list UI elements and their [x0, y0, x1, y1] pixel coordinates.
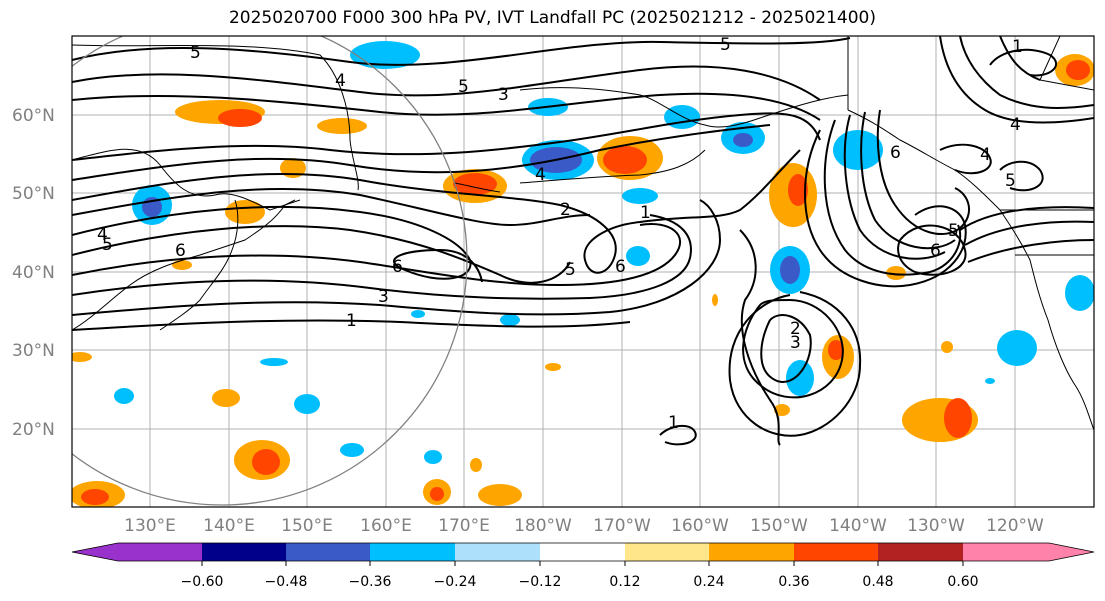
contour-label: 5 — [458, 77, 469, 97]
colorbar-low-extension — [72, 543, 118, 561]
contour-label: 5 — [102, 235, 113, 255]
colorbar-segment — [118, 543, 202, 561]
lon-label: 180°W — [514, 516, 572, 536]
colorbar-segment — [455, 543, 540, 561]
contour-label: 6 — [175, 241, 186, 261]
colorbar-tick-label: 0.24 — [693, 574, 724, 590]
contour-label: 6 — [392, 257, 403, 277]
lon-label: 150°E — [281, 516, 333, 536]
contour-label: 6 — [615, 257, 626, 277]
contour-lines — [72, 36, 1094, 446]
contour-label: 6 — [930, 241, 941, 261]
colorbar-tick-label: −0.24 — [434, 574, 477, 590]
longitude-labels: 130°E 140°E 150°E 160°E 170°E 180°W 170°… — [124, 516, 1044, 536]
latitude-labels: 60°N 50°N 40°N 30°N 20°N — [12, 106, 55, 440]
colorbar-tick-label: −0.12 — [519, 574, 562, 590]
colorbar: −0.60 −0.48 −0.36 −0.24 −0.12 0.12 0.24 … — [71, 542, 1095, 590]
contour-label: 4 — [1010, 115, 1021, 135]
lon-label: 170°E — [438, 516, 490, 536]
colorbar-segment — [794, 543, 878, 561]
contour-label: 5 — [1005, 171, 1016, 191]
contour-labels: 5 4 5 3 5 4 2 1 4 3 6 2 1 6 5 6 5 4 5 6 … — [97, 35, 1023, 433]
colorbar-tick-label: −0.36 — [349, 574, 392, 590]
colorbar-tick-label: 0.36 — [778, 574, 809, 590]
contour-label: 1 — [346, 311, 357, 331]
colorbar-segment — [540, 543, 625, 561]
colorbar-segment — [286, 543, 370, 561]
contour-label: 3 — [378, 287, 389, 307]
lat-label: 20°N — [12, 420, 55, 440]
lon-label: 160°W — [671, 516, 729, 536]
colorbar-segment — [878, 543, 963, 561]
lon-label: 140°W — [829, 516, 887, 536]
contour-label: 4 — [97, 225, 108, 245]
lon-label: 130°W — [907, 516, 965, 536]
contour-label: 5 — [720, 35, 731, 55]
colorbar-tick-label: 0.12 — [609, 574, 640, 590]
contour-label: 1 — [640, 203, 651, 223]
colorbar-tick-label: 0.60 — [947, 574, 978, 590]
contour-label: 6 — [890, 143, 901, 163]
colorbar-tick-label: −0.48 — [265, 574, 308, 590]
contour-label: 5 — [190, 43, 201, 63]
contour-label: 4 — [980, 145, 991, 165]
plot-frame — [71, 35, 1095, 508]
lon-label: 170°W — [593, 516, 651, 536]
lat-label: 40°N — [12, 263, 55, 283]
colorbar-segment — [202, 543, 286, 561]
contour-label: 3 — [498, 85, 509, 105]
lat-label: 50°N — [12, 184, 55, 204]
contour-label: 3 — [790, 333, 801, 353]
lat-label: 30°N — [12, 341, 55, 361]
lon-label: 140°E — [203, 516, 255, 536]
contour-label: 5 — [948, 221, 959, 241]
map-title: 2025020700 F000 300 hPa PV, IVT Landfall… — [228, 8, 876, 28]
contour-label: 4 — [335, 71, 346, 91]
contour-label: 1 — [1012, 37, 1023, 57]
colorbar-high-extension — [1049, 543, 1094, 561]
contour-label: 2 — [560, 200, 571, 220]
radius-circle — [72, 36, 468, 506]
colorbar-segment — [963, 543, 1049, 561]
coastlines — [72, 36, 1094, 431]
colorbar-segment — [625, 543, 709, 561]
colorbar-tick-label: −0.60 — [181, 574, 224, 590]
colorbar-segment — [370, 543, 455, 561]
lon-label: 130°E — [124, 516, 176, 536]
contour-label: 5 — [565, 260, 576, 280]
lon-label: 120°W — [986, 516, 1044, 536]
lon-label: 160°E — [360, 516, 412, 536]
contour-label: 2 — [790, 319, 801, 339]
colorbar-tick-label: 0.48 — [862, 574, 893, 590]
positive-pv-areas — [72, 54, 1094, 507]
lat-label: 60°N — [12, 106, 55, 126]
colorbar-segment — [709, 543, 794, 561]
contour-label: 1 — [668, 413, 679, 433]
lon-label: 150°W — [750, 516, 808, 536]
colorbar-outline — [71, 542, 1095, 562]
contour-label: 4 — [535, 165, 546, 185]
